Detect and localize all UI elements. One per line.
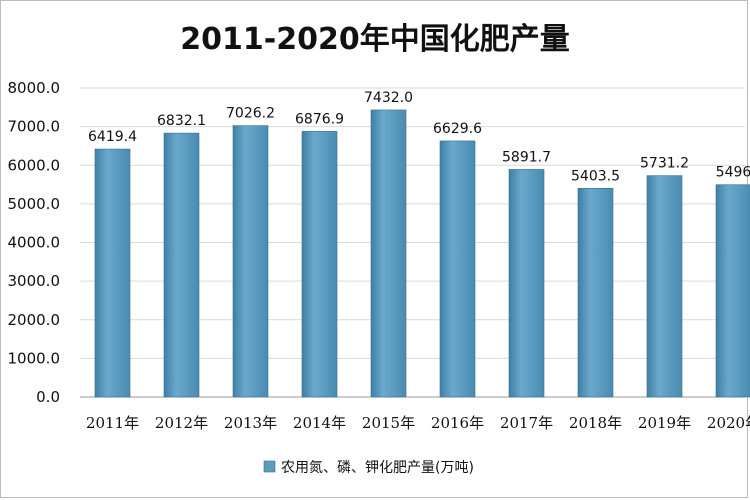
bar bbox=[715, 184, 750, 398]
x-tick-label: 2011年 bbox=[86, 414, 139, 432]
data-label: 6419.4 bbox=[88, 129, 137, 145]
bar bbox=[577, 187, 614, 398]
x-tick-label: 2015年 bbox=[362, 414, 415, 432]
x-tick-label: 2013年 bbox=[224, 414, 277, 432]
y-tick-label: 3000.0 bbox=[8, 272, 61, 290]
bar bbox=[94, 148, 131, 398]
data-label: 5496 bbox=[716, 165, 750, 181]
data-label: 6876.9 bbox=[295, 111, 344, 127]
data-label: 5403.5 bbox=[571, 168, 620, 184]
data-label: 5731.2 bbox=[640, 156, 689, 172]
data-label: 7432.0 bbox=[364, 90, 413, 106]
bar bbox=[163, 132, 200, 398]
x-tick-label: 2020年 bbox=[707, 414, 750, 432]
bar bbox=[508, 169, 545, 398]
y-tick-label: 0.0 bbox=[36, 388, 60, 406]
y-tick-label: 6000.0 bbox=[8, 156, 61, 174]
x-tick-label: 2012年 bbox=[155, 414, 208, 432]
data-label: 6629.6 bbox=[433, 121, 482, 137]
x-tick-label: 2017年 bbox=[500, 414, 553, 432]
y-tick-label: 7000.0 bbox=[8, 118, 61, 136]
data-label: 7026.2 bbox=[226, 106, 275, 122]
chart-title: 2011-2020年中国化肥产量 bbox=[180, 22, 570, 57]
y-tick-label: 8000.0 bbox=[8, 79, 61, 97]
bar bbox=[370, 109, 407, 398]
legend-swatch bbox=[263, 460, 276, 473]
y-tick-label: 2000.0 bbox=[8, 311, 61, 329]
x-tick-label: 2019年 bbox=[638, 414, 691, 432]
y-tick-label: 4000.0 bbox=[8, 234, 61, 252]
y-tick-label: 5000.0 bbox=[8, 195, 61, 213]
data-label: 6832.1 bbox=[157, 113, 206, 129]
x-tick-label: 2014年 bbox=[293, 414, 346, 432]
bar bbox=[232, 125, 269, 398]
x-tick-label: 2018年 bbox=[569, 414, 622, 432]
bar bbox=[301, 131, 338, 398]
bar bbox=[646, 175, 683, 398]
legend-label: 农用氮、磷、钾化肥产量(万吨) bbox=[281, 460, 474, 476]
x-tick-label: 2016年 bbox=[431, 414, 484, 432]
y-tick-label: 1000.0 bbox=[8, 349, 61, 367]
data-label: 5891.7 bbox=[502, 149, 551, 165]
bar bbox=[439, 140, 476, 398]
